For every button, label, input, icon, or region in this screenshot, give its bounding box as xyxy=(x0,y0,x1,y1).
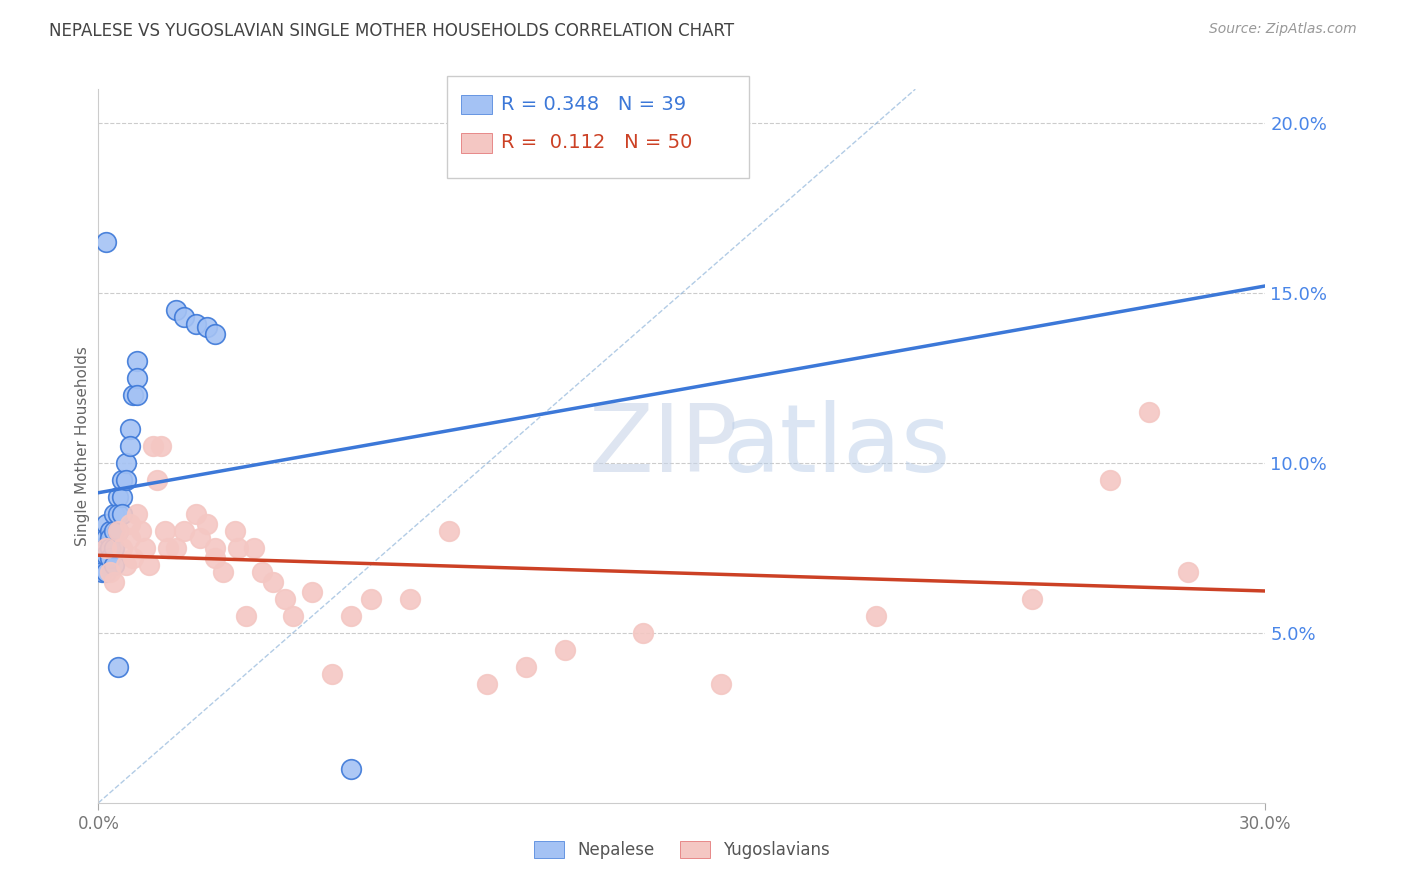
Point xyxy=(243,541,266,555)
Point xyxy=(321,666,343,681)
Point xyxy=(262,574,284,589)
Legend: Nepalese, Yugoslavians: Nepalese, Yugoslavians xyxy=(527,834,837,866)
Point xyxy=(103,574,125,589)
Point xyxy=(118,517,141,532)
Text: ZIP: ZIP xyxy=(589,400,738,492)
Point xyxy=(250,565,273,579)
Text: R =  0.112   N = 50: R = 0.112 N = 50 xyxy=(501,133,692,153)
Point xyxy=(96,531,118,545)
Point xyxy=(138,558,160,572)
Point xyxy=(114,558,136,572)
Point xyxy=(111,541,134,555)
Point xyxy=(865,608,887,623)
Point xyxy=(184,507,207,521)
Point xyxy=(103,507,125,521)
Point xyxy=(360,591,382,606)
Point xyxy=(301,585,323,599)
Point xyxy=(153,524,176,538)
Point xyxy=(515,660,537,674)
Point xyxy=(107,490,129,504)
Point xyxy=(173,310,195,324)
Point xyxy=(554,643,576,657)
Point xyxy=(103,541,125,555)
Point xyxy=(96,565,118,579)
Point xyxy=(274,591,297,606)
Point xyxy=(114,456,136,470)
Point xyxy=(477,677,499,691)
Point xyxy=(204,326,226,341)
Point xyxy=(107,524,129,538)
Point xyxy=(281,608,304,623)
Point xyxy=(149,439,172,453)
Point xyxy=(146,473,169,487)
Point xyxy=(228,541,250,555)
Point xyxy=(1137,405,1160,419)
Point xyxy=(114,473,136,487)
Point xyxy=(111,473,134,487)
Point xyxy=(173,524,195,538)
Y-axis label: Single Mother Households: Single Mother Households xyxy=(75,346,90,546)
Point xyxy=(184,317,207,331)
Point xyxy=(98,524,121,538)
Point xyxy=(204,551,226,566)
Point xyxy=(91,551,114,566)
Text: NEPALESE VS YUGOSLAVIAN SINGLE MOTHER HOUSEHOLDS CORRELATION CHART: NEPALESE VS YUGOSLAVIAN SINGLE MOTHER HO… xyxy=(49,22,734,40)
Point xyxy=(96,541,118,555)
Point xyxy=(398,591,420,606)
Point xyxy=(98,531,121,545)
Point xyxy=(96,235,118,249)
Point xyxy=(103,524,125,538)
Point xyxy=(111,507,134,521)
Point xyxy=(98,551,121,566)
Point xyxy=(91,541,114,555)
Point xyxy=(127,371,149,385)
Point xyxy=(437,524,460,538)
Point xyxy=(631,626,654,640)
Point xyxy=(195,517,218,532)
Point xyxy=(118,422,141,436)
Point xyxy=(122,388,145,402)
Point xyxy=(235,608,257,623)
Point xyxy=(188,531,211,545)
Point xyxy=(1177,565,1199,579)
Point xyxy=(127,354,149,368)
Text: atlas: atlas xyxy=(723,400,950,492)
Point xyxy=(98,565,121,579)
Point xyxy=(224,524,246,538)
Point xyxy=(98,541,121,555)
Point xyxy=(165,303,187,318)
Point xyxy=(127,388,149,402)
Point xyxy=(91,565,114,579)
Point xyxy=(1021,591,1043,606)
Point xyxy=(340,762,363,776)
Point xyxy=(204,541,226,555)
Point xyxy=(129,524,152,538)
Point xyxy=(212,565,235,579)
Point xyxy=(134,541,156,555)
Point xyxy=(118,439,141,453)
Point xyxy=(96,517,118,532)
Point xyxy=(1098,473,1121,487)
Point xyxy=(710,677,733,691)
Point xyxy=(127,507,149,521)
Point xyxy=(142,439,165,453)
Point xyxy=(103,558,125,572)
Point xyxy=(111,490,134,504)
Point xyxy=(165,541,187,555)
Point xyxy=(195,320,218,334)
Point xyxy=(107,507,129,521)
Text: R = 0.348   N = 39: R = 0.348 N = 39 xyxy=(501,95,686,114)
Point xyxy=(91,558,114,572)
Point xyxy=(340,608,363,623)
Text: Source: ZipAtlas.com: Source: ZipAtlas.com xyxy=(1209,22,1357,37)
Point xyxy=(118,531,141,545)
Point xyxy=(107,524,129,538)
Point xyxy=(122,551,145,566)
Point xyxy=(96,541,118,555)
Point xyxy=(157,541,180,555)
Point xyxy=(107,660,129,674)
Point xyxy=(96,548,118,562)
